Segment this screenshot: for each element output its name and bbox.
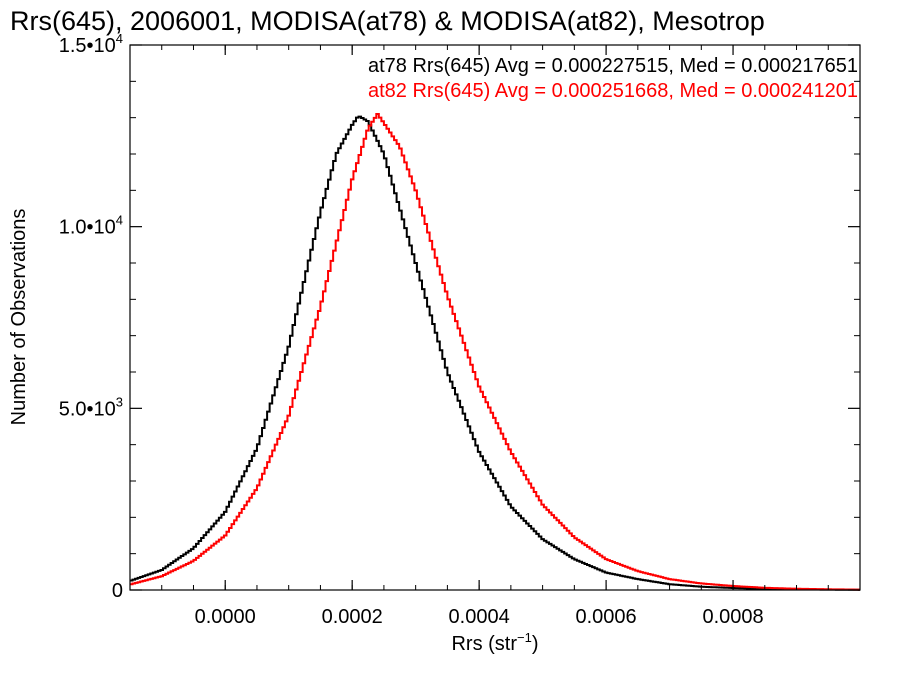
plot-frame — [129, 44, 861, 591]
legend-at82: at82 Rrs(645) Avg = 0.000251668, Med = 0… — [368, 80, 858, 102]
legend-at78: at78 Rrs(645) Avg = 0.000227515, Med = 0… — [368, 55, 858, 77]
x-tick-label: 0.0000 — [195, 606, 256, 628]
y-axis-label: Number of Observations — [8, 209, 30, 426]
x-tick-label: 0.0006 — [576, 606, 637, 628]
x-axis-label-close: ) — [532, 633, 539, 655]
x-axis-label-main: Rrs (str — [451, 633, 517, 655]
y-tick-label: 1.5•104 — [59, 31, 123, 57]
x-axis-label-sup: −1 — [517, 630, 532, 645]
series-at82-line — [130, 113, 860, 591]
y-tick-label: 5.0•103 — [59, 394, 123, 420]
series-at78-line — [130, 115, 860, 591]
chart-title: Rrs(645), 2006001, MODISA(at78) & MODISA… — [10, 6, 765, 36]
x-tick-label: 0.0004 — [449, 606, 510, 628]
y-axis-ticks: 0 5.0•103 1.0•104 1.5•104 — [59, 31, 860, 602]
x-tick-label: 0.0002 — [322, 606, 383, 628]
x-axis-ticks: 0.0000 0.0002 0.0004 0.0006 0.0008 — [161, 45, 829, 628]
x-tick-label: 0.0008 — [702, 606, 763, 628]
x-axis-label: Rrs (str−1) — [451, 630, 538, 655]
series-layer — [130, 113, 860, 591]
y-tick-label: 1.0•104 — [59, 213, 123, 239]
y-tick-label: 0 — [112, 580, 123, 602]
